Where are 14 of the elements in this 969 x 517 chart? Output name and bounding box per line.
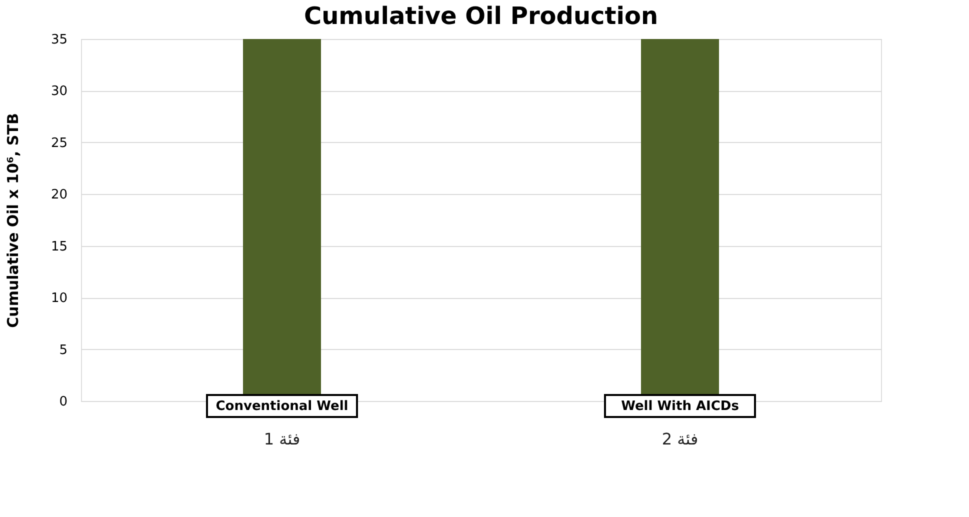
- annotation: Well With AICDs: [621, 399, 740, 414]
- y-axis-title: Cumulative Oil x 10⁶, STB: [4, 113, 22, 328]
- y-tick-label: 10: [50, 291, 68, 306]
- y-tick-label: 15: [50, 239, 68, 254]
- y-tick-label: 35: [50, 32, 68, 48]
- y-tick-label: 5: [59, 342, 68, 358]
- y-tick-label: 30: [50, 84, 68, 100]
- chart-title: Cumulative Oil Production: [304, 2, 658, 30]
- y-tick-label: 25: [50, 136, 68, 151]
- x-tick-label: فئة 2: [662, 430, 698, 448]
- annotation: Conventional Well: [216, 399, 348, 414]
- y-tick-label: 20: [50, 188, 68, 203]
- y-tick-label: 0: [59, 394, 68, 410]
- x-tick-label: فئة 1: [264, 430, 300, 448]
